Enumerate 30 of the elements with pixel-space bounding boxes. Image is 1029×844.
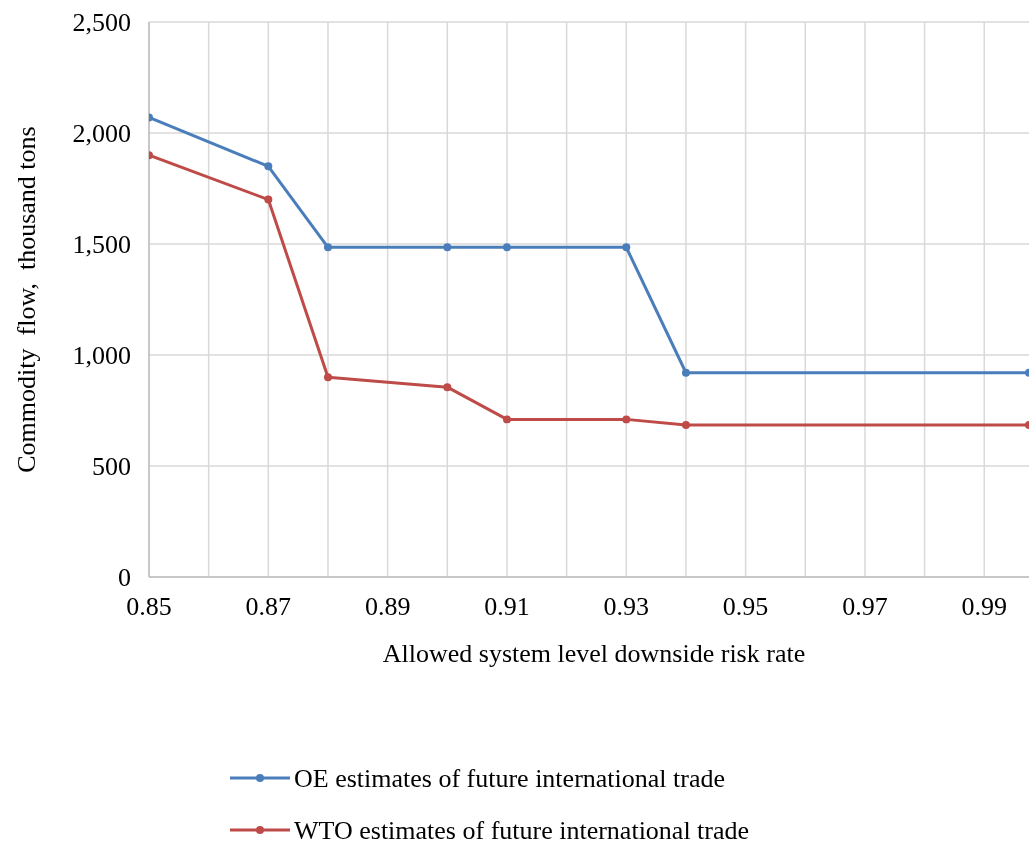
x-tick-label: 0.87 bbox=[245, 592, 292, 621]
point bbox=[264, 162, 273, 171]
x-tick-label: 0.99 bbox=[961, 592, 1007, 621]
y-axis-title: Commodity flow, thousand tons bbox=[12, 126, 41, 473]
point bbox=[502, 415, 511, 424]
point bbox=[323, 243, 332, 252]
point bbox=[443, 243, 452, 252]
point bbox=[443, 383, 452, 392]
x-tick-label: 0.91 bbox=[484, 592, 530, 621]
y-tick-label: 1,500 bbox=[72, 230, 131, 259]
point bbox=[264, 195, 273, 204]
x-tick-label: 0.95 bbox=[722, 592, 769, 621]
point bbox=[622, 415, 631, 424]
y-tick-label: 2,500 bbox=[72, 8, 131, 37]
point bbox=[681, 420, 690, 429]
point bbox=[502, 243, 511, 252]
x-tick-label: 0.89 bbox=[364, 592, 411, 621]
y-tick-label: 2,000 bbox=[72, 119, 131, 148]
point bbox=[323, 373, 332, 382]
legend-label: WTO estimates of future international trade bbox=[294, 816, 750, 844]
legend-label: OE estimates of future international trade bbox=[294, 764, 726, 793]
y-tick-label: 1,000 bbox=[72, 341, 131, 370]
x-tick-label: 0.97 bbox=[842, 592, 888, 621]
y-tick-label: 0 bbox=[118, 563, 131, 592]
point bbox=[622, 243, 631, 252]
x-tick-label: 0.85 bbox=[126, 592, 172, 621]
point bbox=[681, 368, 690, 377]
x-axis-title: Allowed system level downside risk rate bbox=[382, 639, 806, 668]
y-tick-label: 500 bbox=[92, 452, 131, 481]
x-tick-label: 0.93 bbox=[603, 592, 650, 621]
